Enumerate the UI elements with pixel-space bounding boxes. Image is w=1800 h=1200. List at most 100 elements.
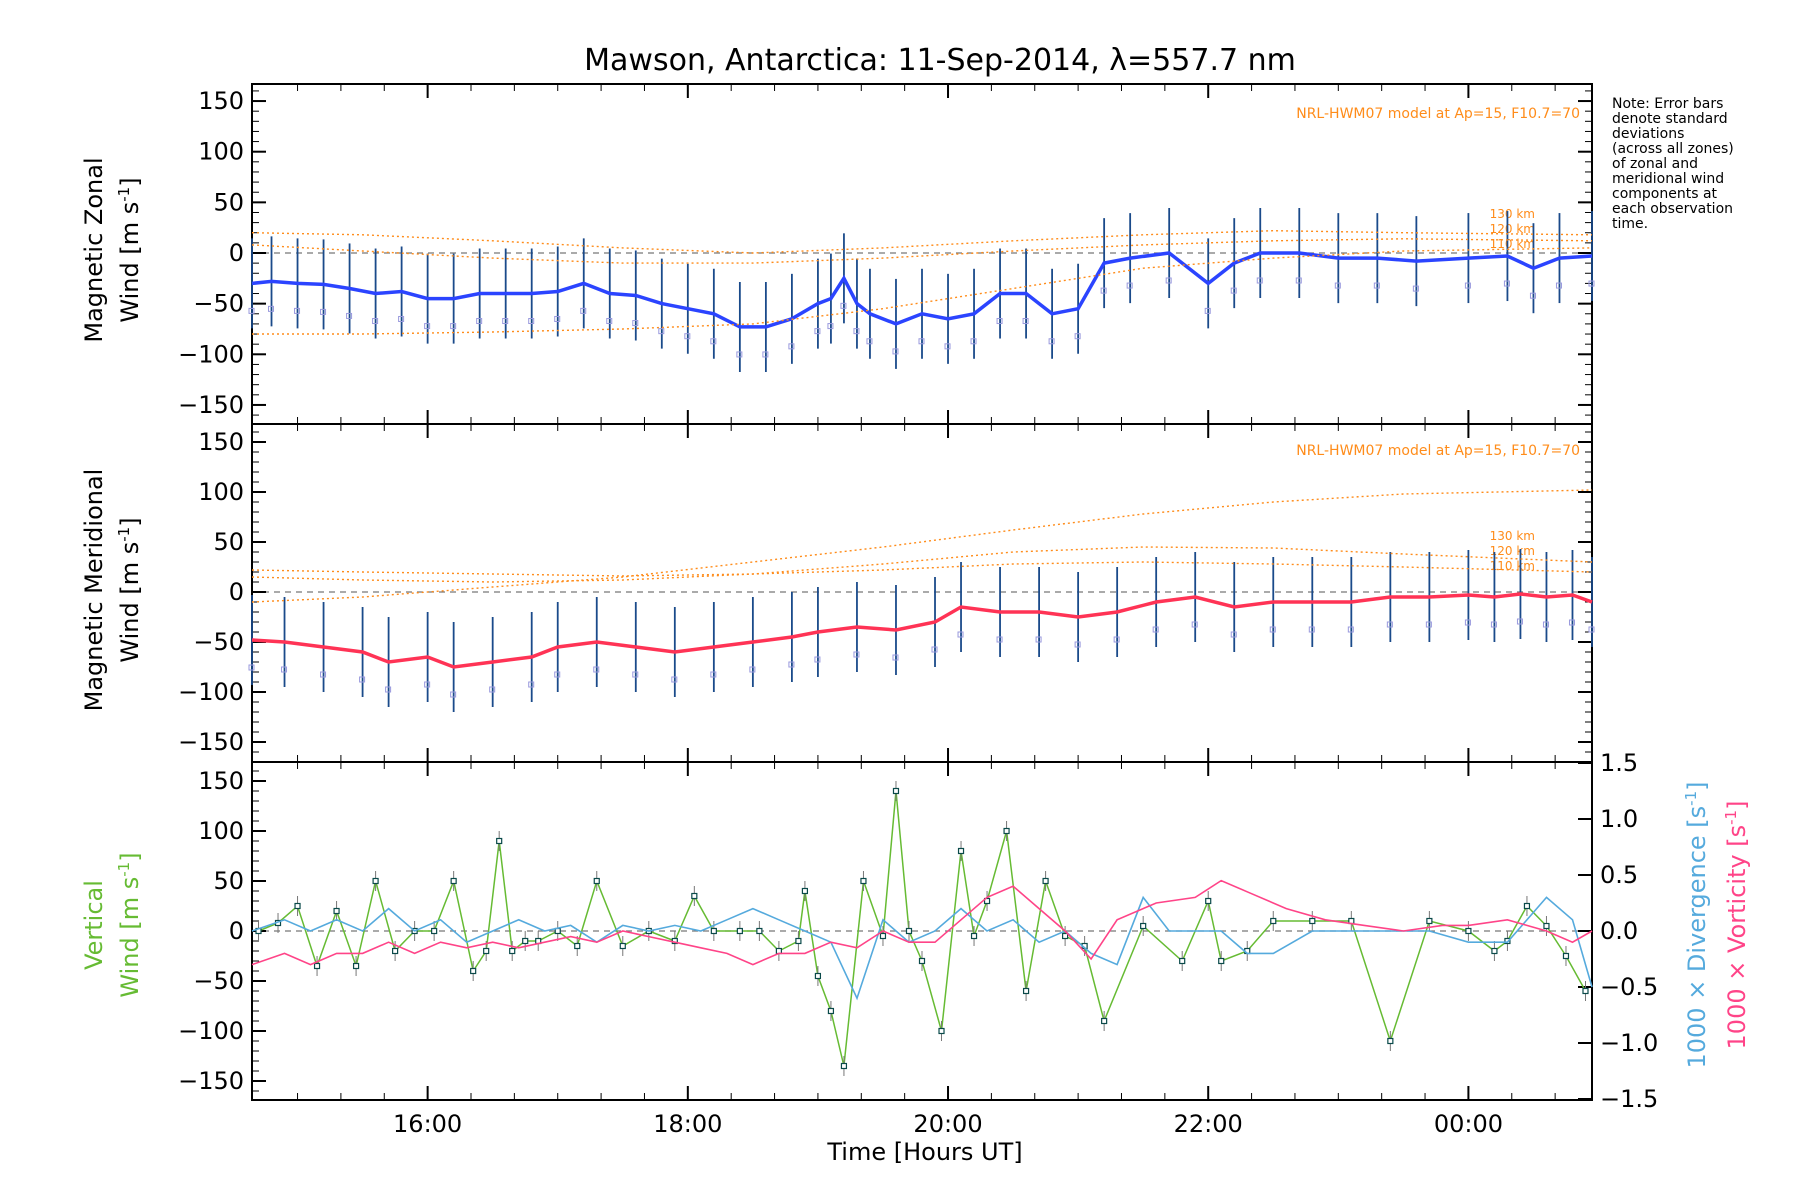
zonal-zone-point [450, 323, 457, 330]
zonal-zone-point [1588, 280, 1595, 287]
meridional-zone-point [1490, 621, 1497, 628]
vertical-wind-point [1562, 952, 1570, 960]
zonal-ylabel-line1: Magnetic Zonal [80, 157, 108, 342]
zonal-zone-point [1529, 292, 1536, 299]
zonal-zone-point [827, 323, 834, 330]
vorticity-ylabel-close: ] [1723, 801, 1751, 810]
meridional-zone-point [1568, 619, 1575, 626]
vertical-wind-point [313, 962, 321, 970]
vertical-ylabel-close: ] [116, 852, 144, 861]
zonal-ytick-label: −50 [193, 290, 244, 318]
right-ytick-label: 0.0 [1600, 917, 1638, 945]
note-line: meridional wind [1612, 171, 1724, 187]
vertical-wind-point [918, 957, 926, 965]
vertical-ytick-label: 50 [213, 867, 244, 895]
vorticity-ylabel: 1000 × Vorticity [s-1] [1722, 801, 1751, 1050]
vertical-wind-point [905, 927, 913, 935]
vertical-ytick-label: −50 [193, 967, 244, 995]
vertical-wind-point [1205, 897, 1212, 905]
zonal-ylabel-main: Wind [m s [116, 202, 144, 323]
vertical-y-axis-label: Vertical Wind [m s-1] [80, 852, 144, 997]
vertical-ytick-label: 0 [229, 917, 244, 945]
divergence-ylabel-close: ] [1683, 781, 1711, 790]
vertical-wind-point [1309, 917, 1316, 925]
vertical-wind-point [1218, 957, 1225, 965]
meridional-zone-point [1516, 618, 1523, 625]
meridional-zone-point [450, 691, 457, 698]
zonal-ytick-label: 150 [198, 87, 244, 115]
note-line: of zonal and [1612, 156, 1698, 172]
vertical-wind-point [879, 932, 887, 940]
meridional-zone-point [1269, 626, 1276, 633]
x-tick-label: 20:00 [913, 1110, 982, 1138]
note-line: deviations [1612, 126, 1684, 142]
zonal-zone-point [892, 348, 899, 355]
vertical-wind-point [450, 877, 457, 885]
vertical-wind-point [691, 892, 698, 900]
vertical-wind-point [801, 887, 809, 895]
zonal-zone-point [1022, 318, 1029, 325]
vorticity-y-axis-label: 1000 × Vorticity [s-1] [1722, 801, 1751, 1050]
zonal-zone-point [580, 307, 587, 314]
divergence-ylabel: 1000 × Divergence [s-1] [1682, 781, 1711, 1068]
vertical-wind-point [619, 942, 626, 950]
zonal-ytick-label: 50 [213, 188, 244, 216]
vertical-wind-point [574, 942, 581, 950]
vertical-ylabel-main: Wind [m s [116, 877, 144, 998]
zonal-zone-point [1334, 282, 1341, 289]
zonal-altitude-label: 110 km [1490, 237, 1535, 251]
vertical-wind-point [892, 787, 900, 795]
zonal-zone-point [762, 351, 769, 358]
zonal-zone-point [814, 328, 821, 335]
meridional-ylabel-main: Wind [m s [116, 542, 144, 663]
zonal-zone-point [502, 318, 509, 325]
zonal-zone-point [658, 328, 665, 335]
meridional-ylabel-close: ] [116, 517, 144, 526]
zonal-ylabel-line2: Wind [m s-1] [115, 177, 144, 322]
meridional-ylabel-line1: Magnetic Meridional [80, 469, 108, 712]
vertical-wind-point [509, 947, 516, 955]
meridional-zone-point [1230, 631, 1237, 638]
zonal-zone-point [398, 315, 405, 322]
vertical-wind-point [756, 927, 763, 935]
meridional-zone-point [593, 666, 600, 673]
zonal-zone-point [1373, 282, 1380, 289]
zonal-zone-point [632, 320, 639, 327]
meridional-ytick-label: 50 [213, 528, 244, 556]
right-ytick-label: −1.0 [1600, 1029, 1658, 1057]
note-line: Note: Error bars [1612, 96, 1723, 112]
meridional-zone-point [1386, 621, 1393, 628]
meridional-y-axis-label: Magnetic Meridional Wind [m s-1] [80, 469, 144, 712]
vertical-wind-point [431, 927, 438, 935]
meridional-zone-point [424, 681, 431, 688]
meridional-ytick-label: 0 [229, 578, 244, 606]
vertical-wind-point [352, 962, 360, 970]
vertical-wind-point [1523, 902, 1531, 910]
zonal-zone-point [424, 323, 431, 330]
vertical-ytick-label: 100 [198, 817, 244, 845]
vertical-wind-point [1062, 932, 1069, 940]
zonal-zone-point [320, 308, 327, 315]
vertical-wind-point [522, 937, 529, 945]
meridional-ytick-label: 100 [198, 478, 244, 506]
zonal-zone-point [853, 328, 860, 335]
meridional-model-label: NRL-HWM07 model at Ap=15, F10.7=70 [1296, 443, 1580, 459]
x-tick-label: 18:00 [653, 1110, 722, 1138]
vertical-wind-point [1270, 917, 1277, 925]
vertical-ytick-label: −150 [178, 1067, 244, 1095]
zonal-altitude-label: 130 km [1490, 207, 1535, 221]
zonal-zone-point [866, 338, 873, 345]
zonal-zone-point [346, 312, 353, 319]
meridional-zone-point [1588, 626, 1595, 633]
zonal-zone-point [788, 343, 795, 350]
meridional-zone-point [248, 664, 255, 671]
vertical-wind-point [294, 902, 301, 910]
meridional-zone-point [1113, 636, 1120, 643]
meridional-zone-point [1152, 626, 1159, 633]
zonal-zone-point [1295, 277, 1302, 284]
vertical-wind-point [710, 927, 717, 935]
meridional-altitude-label: 110 km [1490, 559, 1535, 573]
meridional-zone-point [710, 671, 717, 678]
x-tick-label: 22:00 [1174, 1110, 1243, 1138]
